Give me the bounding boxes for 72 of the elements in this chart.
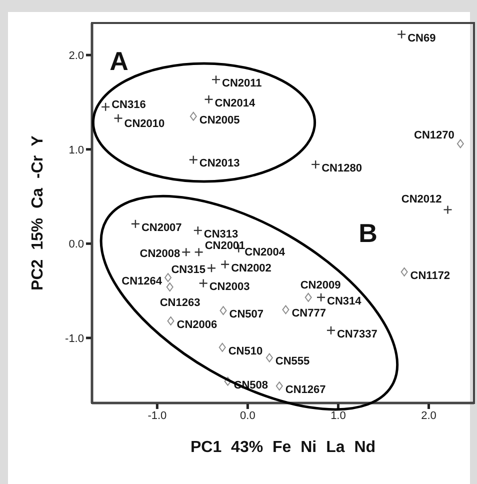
data-label: CN1172 bbox=[410, 270, 450, 282]
data-label: CN777 bbox=[292, 308, 326, 320]
x-tick-label: 1.0 bbox=[330, 410, 346, 422]
point bbox=[220, 306, 227, 316]
annotation: B bbox=[358, 218, 378, 248]
data-label: CN507 bbox=[229, 308, 264, 321]
point bbox=[266, 353, 273, 362]
data-label: CN7337 bbox=[336, 328, 378, 340]
point bbox=[182, 248, 191, 257]
x-axis-title: PC1 43% Fe Ni La Nd bbox=[190, 439, 376, 456]
point bbox=[190, 112, 197, 121]
point bbox=[456, 139, 464, 148]
data-label: CN2006 bbox=[176, 318, 218, 331]
point bbox=[114, 114, 123, 123]
data-label: CN313 bbox=[204, 228, 238, 240]
point bbox=[204, 94, 214, 104]
point bbox=[220, 260, 230, 269]
point bbox=[310, 160, 320, 170]
point bbox=[100, 102, 110, 112]
point bbox=[224, 376, 232, 386]
point bbox=[276, 382, 283, 391]
point bbox=[164, 273, 172, 282]
data-label: CN2002 bbox=[231, 262, 272, 274]
data-label: CN1267 bbox=[285, 384, 326, 396]
data-label: CN316 bbox=[112, 98, 146, 111]
data-label: CN510 bbox=[228, 345, 263, 358]
data-label: CN1264 bbox=[122, 276, 163, 288]
data-label: CN69 bbox=[408, 32, 436, 44]
point bbox=[167, 316, 174, 326]
point bbox=[166, 282, 174, 292]
data-label: CN2009 bbox=[300, 279, 341, 292]
data-label: CN2007 bbox=[141, 222, 182, 234]
data-label: CN2013 bbox=[199, 158, 240, 170]
point bbox=[326, 326, 336, 335]
data-label: CN1280 bbox=[322, 162, 362, 174]
y-tick-label: 0.0 bbox=[68, 238, 84, 251]
data-label: CN1270 bbox=[414, 130, 454, 142]
data-label: CN2008 bbox=[140, 248, 180, 260]
point bbox=[396, 30, 406, 39]
x-tick-label: -1.0 bbox=[148, 410, 167, 422]
point bbox=[194, 248, 204, 257]
point bbox=[304, 292, 312, 302]
point bbox=[218, 342, 226, 352]
point bbox=[188, 155, 198, 164]
point bbox=[193, 226, 203, 236]
data-label: CN555 bbox=[275, 356, 310, 368]
point bbox=[282, 305, 290, 314]
data-label: CN2014 bbox=[214, 97, 256, 110]
data-label: CN2010 bbox=[124, 118, 165, 130]
point bbox=[130, 219, 140, 228]
data-label: CN2004 bbox=[244, 246, 286, 258]
y-axis-title: PC2 15% Ca -Cr Y bbox=[30, 135, 46, 290]
point bbox=[198, 278, 208, 288]
point bbox=[443, 205, 452, 214]
data-label: CN1263 bbox=[160, 297, 200, 310]
point bbox=[206, 264, 216, 273]
data-label: CN2001 bbox=[204, 240, 246, 252]
data-label: CN2003 bbox=[209, 281, 250, 294]
y-tick-label: 1.0 bbox=[68, 144, 84, 156]
point bbox=[211, 74, 221, 84]
annotation: A bbox=[110, 46, 129, 76]
point bbox=[400, 267, 408, 276]
data-label: CN315 bbox=[171, 264, 206, 276]
x-tick-label: 0.0 bbox=[240, 410, 256, 422]
y-tick-label: -1.0 bbox=[65, 332, 84, 345]
y-tick-label: 2.0 bbox=[68, 50, 84, 62]
data-label: CN2005 bbox=[199, 114, 240, 126]
data-label: CN2012 bbox=[401, 194, 442, 206]
data-label: CN314 bbox=[327, 295, 362, 308]
x-tick-label: 2.0 bbox=[421, 410, 436, 422]
data-label: CN2011 bbox=[222, 78, 262, 90]
point bbox=[316, 292, 326, 302]
